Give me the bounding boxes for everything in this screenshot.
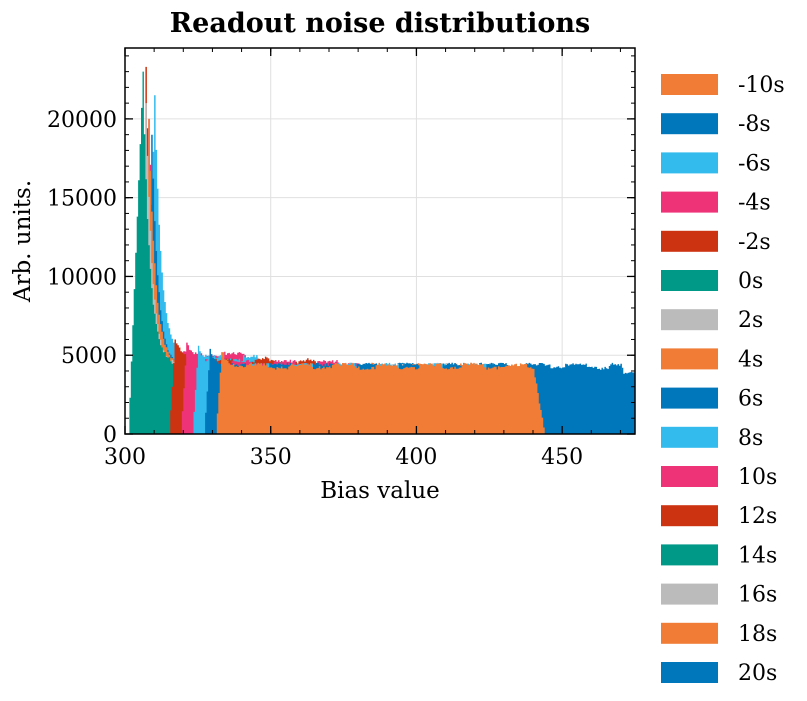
legend-label: 0s <box>738 269 763 294</box>
series-area--10s <box>215 352 545 434</box>
legend-swatch <box>661 113 718 135</box>
legend-swatch <box>661 426 718 448</box>
y-tick-label: 5000 <box>61 344 117 369</box>
legend-swatch <box>661 152 718 174</box>
legend-label: 20s <box>738 661 777 686</box>
legend-label: -10s <box>738 73 785 98</box>
plot-frame <box>124 47 636 435</box>
legend: -10s -8s -6s -4s -2s 0s 2s 4s 6s 8s 10s 12s 14s 16s 18… <box>661 73 785 686</box>
legend-swatch <box>661 505 718 527</box>
legend-swatch <box>661 583 718 605</box>
legend-label: 12s <box>738 504 777 529</box>
legend-label: 2s <box>738 308 763 333</box>
legend-swatch <box>661 270 718 291</box>
axis-ticks: 300 350 400 450 0 5000 10000 15000 20000 <box>47 48 635 470</box>
plot-areas <box>127 66 635 435</box>
legend-label: 6s <box>738 387 763 412</box>
chart-title: Readout noise distributions <box>170 8 591 39</box>
y-tick-label: 20000 <box>47 108 117 133</box>
x-tick-label: 400 <box>395 445 437 470</box>
legend-label: -8s <box>738 112 771 137</box>
y-tick-label: 0 <box>103 423 117 448</box>
y-tick-label: 10000 <box>47 265 117 290</box>
x-tick-label: 350 <box>250 445 292 470</box>
legend-swatch <box>661 348 718 370</box>
x-tick-label: 450 <box>541 445 583 470</box>
legend-label: 8s <box>738 426 763 451</box>
legend-swatch <box>661 662 718 683</box>
legend-label: 14s <box>738 543 777 568</box>
y-tick-label: 15000 <box>47 187 117 212</box>
legend-label: 16s <box>738 583 777 608</box>
legend-swatch <box>661 544 718 566</box>
legend-swatch <box>661 230 718 252</box>
legend-swatch <box>661 309 718 331</box>
legend-swatch <box>661 74 718 95</box>
x-axis-label: Bias value <box>320 478 440 504</box>
legend-swatch <box>661 622 718 644</box>
x-tick-label: 300 <box>104 445 146 470</box>
legend-swatch <box>661 191 718 213</box>
legend-label: 4s <box>738 347 763 372</box>
legend-label: -2s <box>738 230 771 255</box>
legend-label: -6s <box>738 151 771 176</box>
legend-label: 18s <box>738 622 777 647</box>
legend-swatch <box>661 466 718 487</box>
legend-label: 10s <box>738 465 777 490</box>
legend-label: -4s <box>738 191 771 216</box>
y-axis-label: Arb. units. <box>10 180 36 303</box>
legend-swatch <box>661 387 718 409</box>
